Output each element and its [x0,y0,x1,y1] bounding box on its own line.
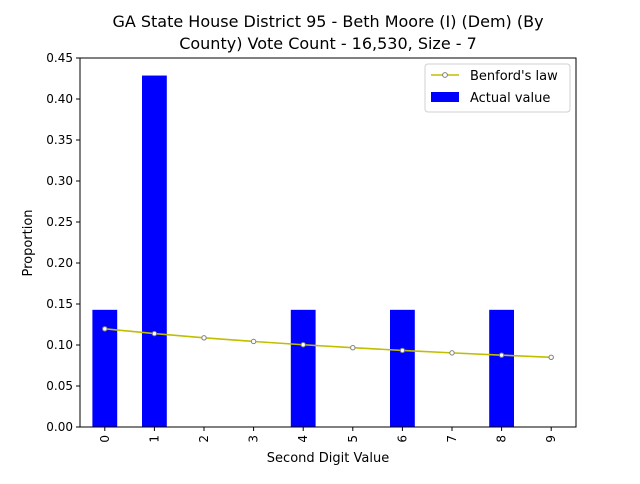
y-tick-label: 0.15 [46,297,73,311]
benford-point-5 [350,345,356,351]
y-tick-label: 0.05 [46,379,73,393]
benford-point-4 [300,342,306,348]
x-tick-label: 2 [197,435,211,443]
chart-title-line-1: GA State House District 95 - Beth Moore … [112,12,543,31]
x-tick-label: 0 [98,435,112,443]
legend-frame [424,63,571,113]
y-axis-label: Proportion [21,209,36,276]
legend-benford-marker-swatch [442,72,448,78]
x-tick-label: 6 [395,435,409,443]
x-tick-label: 9 [544,435,558,443]
x-tick-label: 4 [296,435,310,443]
benford-point-9 [548,354,554,360]
bar-digit-8 [489,309,514,427]
plot-area: 0.00 0.05 0.10 0.15 0.20 0.25 0.30 0.35 0.40 0.45… [46,51,577,443]
bar-digit-1 [142,75,167,427]
x-tick-label: 3 [247,435,261,443]
y-tick-label: 0.20 [46,256,73,270]
benford-point-0 [102,326,108,332]
y-tick-label: 0.25 [46,215,73,229]
legend-actual-swatch [431,92,459,102]
y-tick-label: 0.30 [46,174,73,188]
bar-digit-4 [290,309,316,427]
legend: Benford's law Actual value [424,63,571,113]
y-tick-label: 0.00 [46,420,73,434]
bar-digit-6 [390,309,415,427]
x-axis-label: Second Digit Value [267,451,389,466]
benford-point-3 [250,338,257,345]
y-tick-label: 0.40 [46,92,73,106]
benford-line [104,328,552,359]
y-tick-label: 0.35 [46,133,73,147]
benford-point-7 [449,350,455,356]
x-tick-label: 7 [445,435,459,443]
benford-point-1 [151,330,158,337]
benford-point-2 [201,335,207,341]
axes-frame [79,57,577,428]
benford-point-8 [498,352,505,358]
y-tick-label: 0.45 [46,51,73,65]
x-tick-label: 1 [147,435,161,443]
legend-benford-label: Benford's law [470,69,558,84]
x-tick-label: 8 [495,435,509,443]
x-tick-label: 5 [346,435,360,443]
benford-point-6 [399,347,406,354]
chart-title-line-2: County) Vote Count - 16,530, Size - 7 [179,34,477,53]
legend-actual-label: Actual value [470,91,550,106]
y-tick-label: 0.10 [46,338,73,352]
